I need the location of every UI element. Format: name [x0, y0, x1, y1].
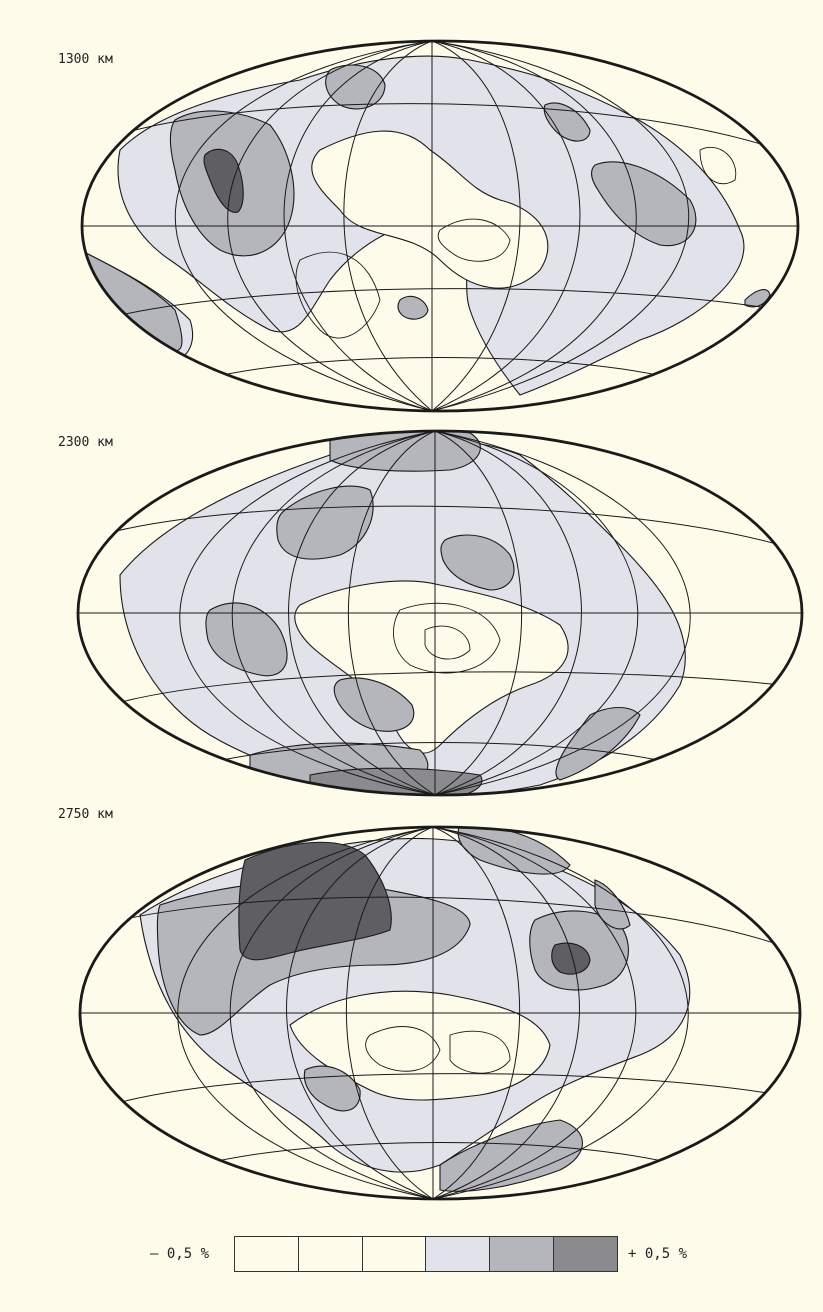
mollweide-map-1300	[80, 39, 800, 413]
anomaly-region	[440, 534, 515, 591]
map-panel-2750: 2750 км	[0, 805, 823, 1205]
map-panel-2300: 2300 км	[0, 415, 823, 805]
anomaly-region	[594, 879, 631, 930]
depth-label: 2300 км	[58, 435, 113, 450]
anomaly-region	[333, 677, 415, 732]
anomaly-region	[325, 64, 386, 110]
anomaly-region	[397, 295, 429, 320]
anomaly-region	[744, 289, 771, 308]
map-panel-1300: 1300 км	[0, 0, 823, 415]
depth-label: 1300 км	[58, 52, 113, 67]
depth-label: 2750 км	[58, 807, 113, 822]
legend-swatch	[235, 1237, 299, 1271]
legend-swatch	[490, 1237, 555, 1271]
legend-max-label: + 0,5 %	[628, 1246, 688, 1262]
legend-min-label: – 0,5 %	[150, 1246, 210, 1262]
anomaly-region	[205, 602, 288, 677]
mollweide-map-2300	[76, 429, 804, 797]
anomaly-region	[329, 431, 481, 472]
anomaly-region	[203, 148, 244, 213]
anomaly-region	[238, 841, 392, 961]
anomaly-region	[543, 102, 591, 142]
anomaly-region	[551, 942, 591, 975]
anomaly-region	[311, 130, 549, 289]
legend-swatch	[426, 1237, 491, 1271]
legend-swatch	[362, 1237, 427, 1271]
legend: – 0,5 % + 0,5 %	[0, 1236, 823, 1276]
anomaly-region	[591, 161, 697, 247]
anomaly-region	[555, 706, 641, 781]
legend-swatch	[554, 1237, 617, 1271]
anomaly-region	[276, 485, 374, 560]
legend-color-scale	[234, 1236, 618, 1272]
legend-swatch	[298, 1237, 363, 1271]
mollweide-map-2750	[78, 825, 802, 1201]
